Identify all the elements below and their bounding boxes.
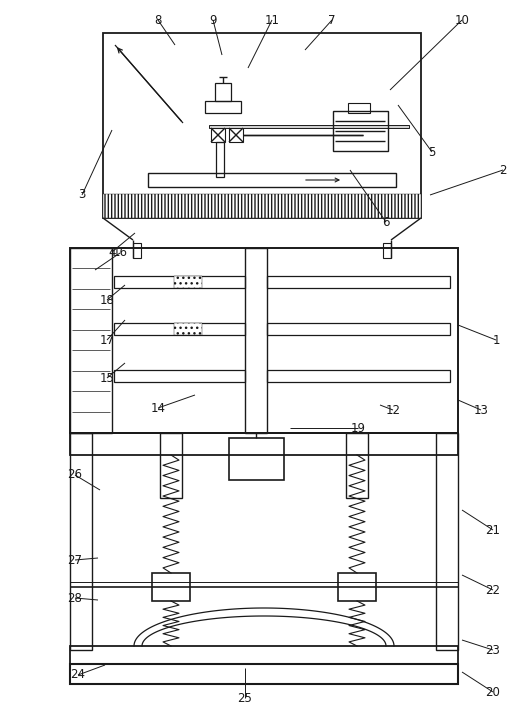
Text: 5: 5 — [428, 146, 436, 159]
Text: 7: 7 — [328, 14, 336, 26]
Bar — [216, 142, 224, 177]
Bar — [70, 433, 92, 650]
Bar — [70, 248, 458, 433]
Bar — [174, 276, 202, 288]
Bar — [70, 664, 458, 684]
Text: 15: 15 — [100, 372, 115, 385]
Text: 10: 10 — [455, 14, 469, 26]
Bar — [338, 573, 376, 601]
Bar — [333, 111, 388, 151]
Text: 1: 1 — [492, 333, 499, 346]
Text: 18: 18 — [100, 294, 115, 306]
Text: 23: 23 — [486, 643, 501, 656]
Bar — [346, 433, 368, 498]
Bar — [267, 276, 450, 288]
Bar — [148, 173, 396, 187]
Bar — [114, 323, 245, 335]
Bar — [152, 573, 190, 601]
Bar — [229, 128, 243, 142]
Bar — [174, 323, 202, 335]
Text: 16: 16 — [112, 247, 127, 260]
Bar — [205, 101, 241, 113]
Bar — [114, 276, 245, 288]
Text: 4: 4 — [108, 245, 116, 259]
Text: 14: 14 — [150, 402, 165, 415]
Bar — [103, 194, 421, 218]
Bar — [103, 33, 421, 218]
Bar — [70, 646, 458, 664]
Text: 8: 8 — [154, 14, 162, 26]
Text: 11: 11 — [265, 14, 279, 26]
Text: 19: 19 — [351, 422, 365, 434]
Text: 21: 21 — [486, 523, 501, 537]
Text: 26: 26 — [68, 469, 82, 481]
Text: 9: 9 — [209, 14, 217, 26]
Text: 17: 17 — [99, 333, 115, 346]
Bar — [215, 83, 231, 101]
Bar — [70, 433, 458, 455]
Text: 2: 2 — [499, 164, 507, 176]
Bar — [436, 433, 458, 650]
Bar — [70, 248, 112, 433]
Bar — [160, 433, 182, 498]
Text: 6: 6 — [382, 215, 390, 228]
Bar — [245, 248, 267, 433]
Bar — [267, 370, 450, 382]
Bar — [348, 103, 370, 113]
Text: 22: 22 — [486, 584, 501, 597]
Text: 20: 20 — [486, 685, 501, 698]
Bar — [114, 370, 245, 382]
Text: 24: 24 — [71, 668, 86, 682]
Text: 28: 28 — [68, 592, 82, 604]
Bar — [209, 125, 409, 128]
Bar — [229, 438, 284, 480]
Text: 27: 27 — [68, 553, 82, 567]
Bar — [383, 243, 391, 258]
Text: 3: 3 — [78, 188, 86, 201]
Bar — [133, 243, 141, 258]
Bar — [267, 323, 450, 335]
Bar — [211, 128, 225, 142]
Text: 13: 13 — [474, 404, 488, 417]
Text: 12: 12 — [385, 404, 401, 417]
Text: 25: 25 — [238, 692, 252, 705]
